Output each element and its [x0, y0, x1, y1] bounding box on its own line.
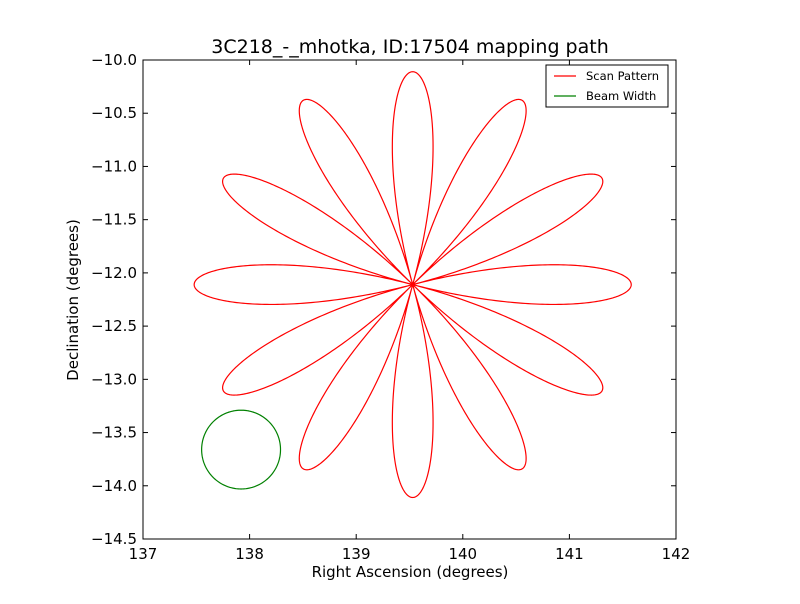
legend-box: [545, 64, 669, 108]
y-tick-label: −13.5: [91, 424, 137, 442]
y-tick-label: −13.0: [91, 370, 137, 388]
axes-frame: [142, 59, 677, 540]
x-axis-label: Right Ascension (degrees): [312, 563, 509, 581]
legend-label: Beam Width: [586, 89, 656, 103]
y-tick-label: −12.5: [91, 317, 137, 335]
x-tick-label: 138: [235, 545, 264, 563]
legend-label: Scan Pattern: [586, 69, 659, 83]
y-tick-label: −11.5: [91, 211, 137, 229]
plot-area: 137 138 139 140 141 142 −10.0 −10.5 −11.0 −11.5 −1…: [91, 51, 690, 563]
y-axis-label: Declination (degrees): [64, 219, 82, 381]
y-tick-label: −10.5: [91, 104, 137, 122]
y-tick-label: −14.5: [91, 530, 137, 548]
chart-title: 3C218_-_mhotka, ID:17504 mapping path: [211, 36, 609, 58]
y-tick-label: −12.0: [91, 264, 137, 282]
x-tick-label: 139: [342, 545, 371, 563]
legend: Scan Pattern Beam Width: [545, 64, 669, 108]
y-tick-label: −11.0: [91, 157, 137, 175]
x-tick-label: 141: [555, 545, 584, 563]
series-line-beam-width: [201, 409, 282, 490]
y-tick-label: −14.0: [91, 477, 137, 495]
x-tick-label: 142: [662, 545, 691, 563]
x-tick-label: 137: [129, 545, 158, 563]
x-tick-label: 140: [448, 545, 477, 563]
y-tick-label: −10.0: [91, 51, 137, 69]
series-line-scan-pattern: [193, 71, 632, 499]
